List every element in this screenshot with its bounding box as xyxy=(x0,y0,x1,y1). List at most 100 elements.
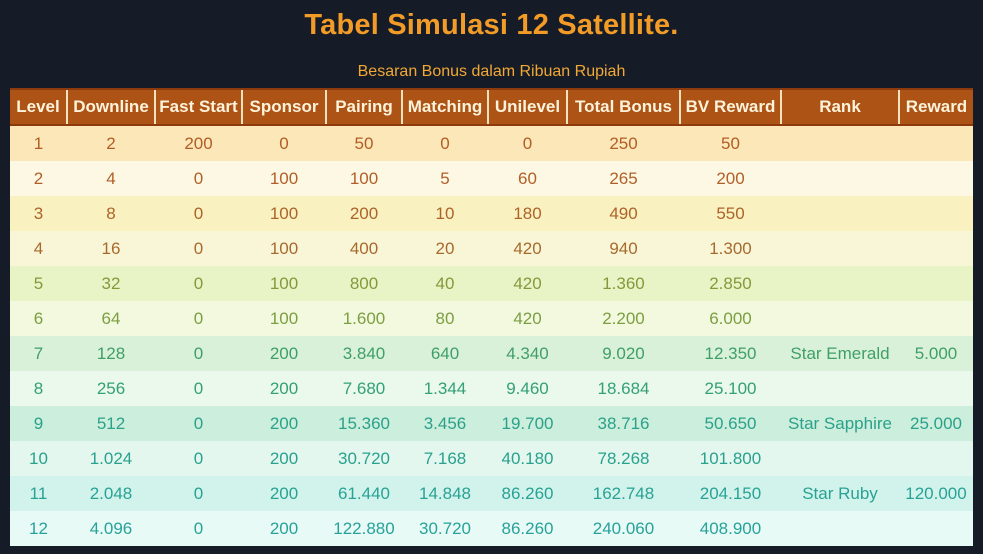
cell-unilevel: 9.460 xyxy=(506,378,549,398)
cell-bv-reward: 12.350 xyxy=(704,343,757,363)
cell-bv-reward: 50 xyxy=(721,133,740,153)
cell-downline: 4 xyxy=(106,168,116,188)
cell-reward xyxy=(899,511,973,546)
header-bv-reward: BV Reward xyxy=(679,88,781,126)
cell-level: 5 xyxy=(33,273,44,293)
cell-fast-start: 0 xyxy=(193,483,204,503)
table-row: 4 16 0 100 400 20 420 940 1.300 xyxy=(10,231,973,266)
cell-level: 12 xyxy=(29,518,48,538)
cell-bv-reward: 50.650 xyxy=(704,413,757,433)
cell-pairing: 122.880 xyxy=(333,518,395,538)
table-body: 1 2 200 0 50 0 0 250 50 2 4 0 100 100 5 60 265 200 3 8 0 100 2… xyxy=(10,125,973,546)
cell-pairing: 30.720 xyxy=(338,448,390,468)
cell-rank: Star Sapphire xyxy=(788,413,892,433)
cell-total-bonus: 490 xyxy=(609,203,638,223)
cell-sponsor: 200 xyxy=(269,378,299,398)
cell-pairing: 15.360 xyxy=(338,413,390,433)
cell-fast-start: 200 xyxy=(184,133,213,153)
simulation-table: Level Downline Fast Start Sponsor Pairing Mat… xyxy=(10,88,973,546)
cell-sponsor: 200 xyxy=(269,518,299,538)
cell-reward xyxy=(899,231,973,266)
cell-rank xyxy=(781,196,899,231)
cell-level: 3 xyxy=(33,203,44,223)
cell-downline: 32 xyxy=(101,273,121,293)
cell-downline: 256 xyxy=(96,378,126,398)
cell-matching: 5 xyxy=(440,168,450,188)
cell-reward: 25.000 xyxy=(910,413,962,433)
cell-unilevel: 86.260 xyxy=(501,518,554,538)
cell-unilevel: 180 xyxy=(513,203,542,223)
cell-rank: Star Ruby xyxy=(802,483,878,503)
cell-downline: 4.096 xyxy=(89,518,133,538)
cell-unilevel: 420 xyxy=(513,238,542,258)
cell-fast-start: 0 xyxy=(193,308,204,328)
cell-fast-start: 0 xyxy=(193,168,204,188)
cell-total-bonus: 250 xyxy=(609,133,638,153)
cell-total-bonus: 18.684 xyxy=(597,378,650,398)
table-header-row: Level Downline Fast Start Sponsor Pairing Mat… xyxy=(10,88,973,126)
cell-downline: 2.048 xyxy=(89,483,133,503)
table-row: 12 4.096 0 200 122.880 30.720 86.260 240.060 408… xyxy=(10,511,973,546)
cell-matching: 7.168 xyxy=(423,448,467,468)
cell-fast-start: 0 xyxy=(193,378,204,398)
cell-bv-reward: 200 xyxy=(716,168,745,188)
cell-pairing: 100 xyxy=(349,168,379,188)
cell-pairing: 3.840 xyxy=(342,343,386,363)
cell-fast-start: 0 xyxy=(193,203,204,223)
header-total-bonus: Total Bonus xyxy=(566,88,680,126)
cell-sponsor: 100 xyxy=(269,203,299,223)
header-sponsor: Sponsor xyxy=(241,88,326,126)
header-unilevel: Unilevel xyxy=(487,88,567,126)
table-row: 7 128 0 200 3.840 640 4.340 9.020 12.350 Star Eme… xyxy=(10,336,973,371)
header-reward: Reward xyxy=(898,88,973,126)
cell-bv-reward: 25.100 xyxy=(704,378,757,398)
cell-downline: 1.024 xyxy=(89,448,133,468)
cell-level: 2 xyxy=(33,168,44,188)
cell-fast-start: 0 xyxy=(193,518,204,538)
cell-sponsor: 100 xyxy=(269,168,299,188)
cell-reward: 120.000 xyxy=(905,483,967,503)
cell-sponsor: 100 xyxy=(269,308,299,328)
header-level: Level xyxy=(10,88,67,126)
header-pairing: Pairing xyxy=(325,88,402,126)
cell-downline: 64 xyxy=(101,308,121,328)
cell-pairing: 200 xyxy=(349,203,379,223)
cell-matching: 1.344 xyxy=(423,378,467,398)
cell-fast-start: 0 xyxy=(193,273,204,293)
cell-total-bonus: 240.060 xyxy=(592,518,655,538)
cell-unilevel: 420 xyxy=(513,273,542,293)
cell-unilevel: 86.260 xyxy=(501,483,554,503)
table-row: 6 64 0 100 1.600 80 420 2.200 6.000 xyxy=(10,301,973,336)
cell-total-bonus: 2.200 xyxy=(602,308,645,328)
cell-total-bonus: 265 xyxy=(609,168,638,188)
cell-matching: 20 xyxy=(435,238,455,258)
cell-rank xyxy=(781,371,899,406)
cell-level: 10 xyxy=(29,448,48,468)
cell-bv-reward: 101.800 xyxy=(699,448,762,468)
cell-rank xyxy=(781,441,899,476)
table-row: 5 32 0 100 800 40 420 1.360 2.850 xyxy=(10,266,973,301)
table-header-row: Level Downline Fast Start Sponsor Pairing Mat… xyxy=(10,88,973,126)
cell-bv-reward: 204.150 xyxy=(699,483,762,503)
cell-reward xyxy=(899,441,973,476)
cell-unilevel: 40.180 xyxy=(501,448,554,468)
cell-rank xyxy=(781,301,899,336)
header-rank: Rank xyxy=(780,88,899,126)
cell-matching: 40 xyxy=(435,273,455,293)
cell-reward: 5.000 xyxy=(914,343,958,363)
cell-sponsor: 100 xyxy=(269,238,299,258)
cell-sponsor: 100 xyxy=(269,273,299,293)
cell-pairing: 800 xyxy=(349,273,379,293)
cell-downline: 128 xyxy=(96,343,126,363)
cell-sponsor: 0 xyxy=(279,133,289,153)
cell-matching: 80 xyxy=(435,308,455,328)
cell-rank xyxy=(781,231,899,266)
cell-matching: 14.848 xyxy=(419,483,471,503)
header-matching: Matching xyxy=(401,88,488,126)
cell-unilevel: 19.700 xyxy=(501,413,554,433)
cell-sponsor: 200 xyxy=(269,448,299,468)
cell-total-bonus: 9.020 xyxy=(602,343,645,363)
cell-unilevel: 0 xyxy=(522,133,533,153)
page-title: Tabel Simulasi 12 Satellite. xyxy=(304,9,679,41)
cell-pairing: 61.440 xyxy=(338,483,390,503)
